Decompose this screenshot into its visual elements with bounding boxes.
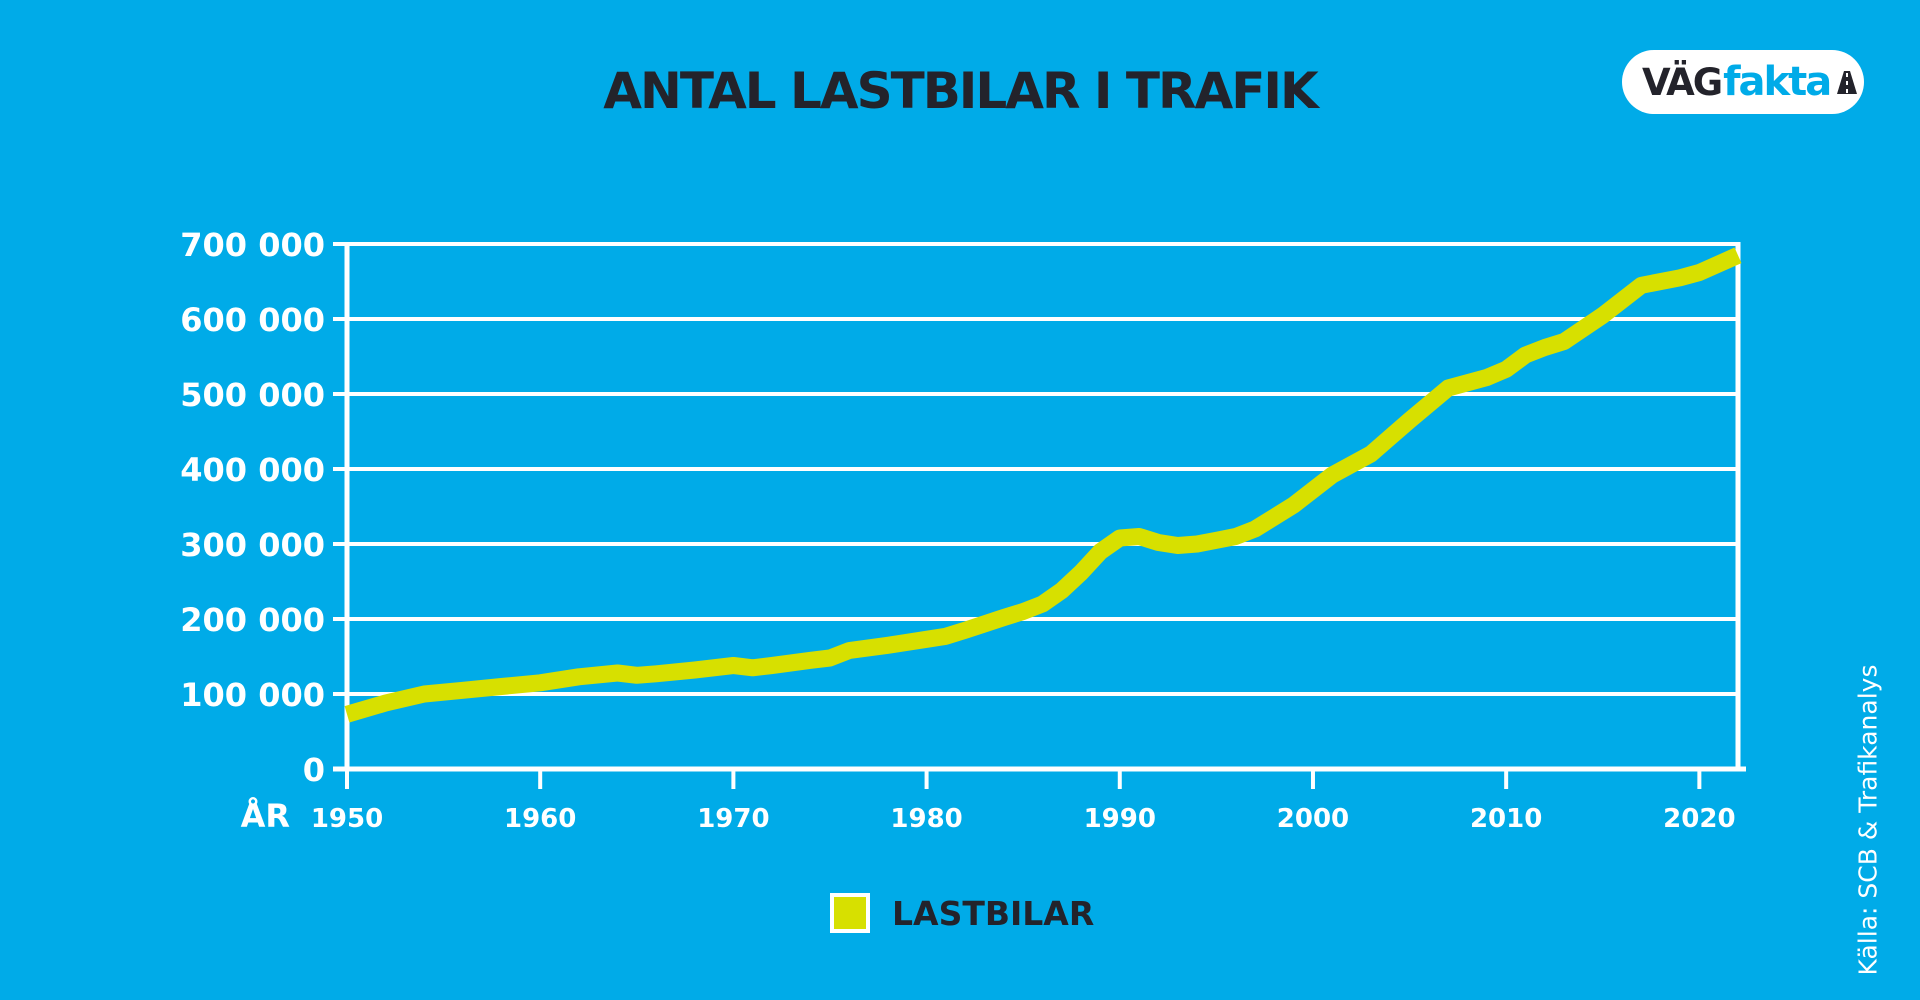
series-line-lastbilar bbox=[344, 247, 1742, 723]
y-tick-label: 500 000 bbox=[180, 376, 325, 414]
series-layer bbox=[344, 247, 1742, 723]
x-tick-label: 1960 bbox=[504, 804, 576, 834]
x-tick-label: 1970 bbox=[697, 804, 769, 834]
logo-part1: VÄG bbox=[1642, 60, 1723, 104]
y-tick-label: 300 000 bbox=[180, 526, 325, 564]
x-axis-label: ÅR bbox=[241, 797, 290, 835]
legend: LASTBILAR bbox=[830, 893, 1094, 933]
y-tick-label: 400 000 bbox=[180, 451, 325, 489]
y-tick-label: 0 bbox=[303, 751, 325, 789]
x-tick-label: 1950 bbox=[311, 804, 383, 834]
label-layer: 0 100 000 200 000 300 000 400 000 500 000 600 … bbox=[180, 226, 1735, 835]
y-tick-label: 200 000 bbox=[180, 601, 325, 639]
y-tick-label: 100 000 bbox=[180, 676, 325, 714]
source-note: Källa: SCB & Trafikanalys bbox=[1853, 664, 1883, 976]
vagfakta-logo: VÄG fakta bbox=[1622, 50, 1864, 114]
x-tick-label: 1980 bbox=[890, 804, 962, 834]
x-tick-label: 2000 bbox=[1277, 804, 1349, 834]
y-tick-label: 600 000 bbox=[180, 301, 325, 339]
x-tick-label: 2020 bbox=[1663, 804, 1735, 834]
legend-swatch-lastbilar bbox=[830, 893, 870, 933]
x-tick-label: 2010 bbox=[1470, 804, 1542, 834]
legend-label-lastbilar: LASTBILAR bbox=[892, 893, 1095, 933]
grid-layer bbox=[347, 242, 1738, 696]
road-icon bbox=[1837, 71, 1858, 94]
x-tick-label: 1990 bbox=[1084, 804, 1156, 834]
axis-layer bbox=[333, 242, 1746, 789]
chart-title: ANTAL LASTBILAR I TRAFIK bbox=[603, 62, 1318, 120]
logo-part2: fakta bbox=[1723, 59, 1832, 105]
y-tick-label: 700 000 bbox=[180, 226, 325, 264]
